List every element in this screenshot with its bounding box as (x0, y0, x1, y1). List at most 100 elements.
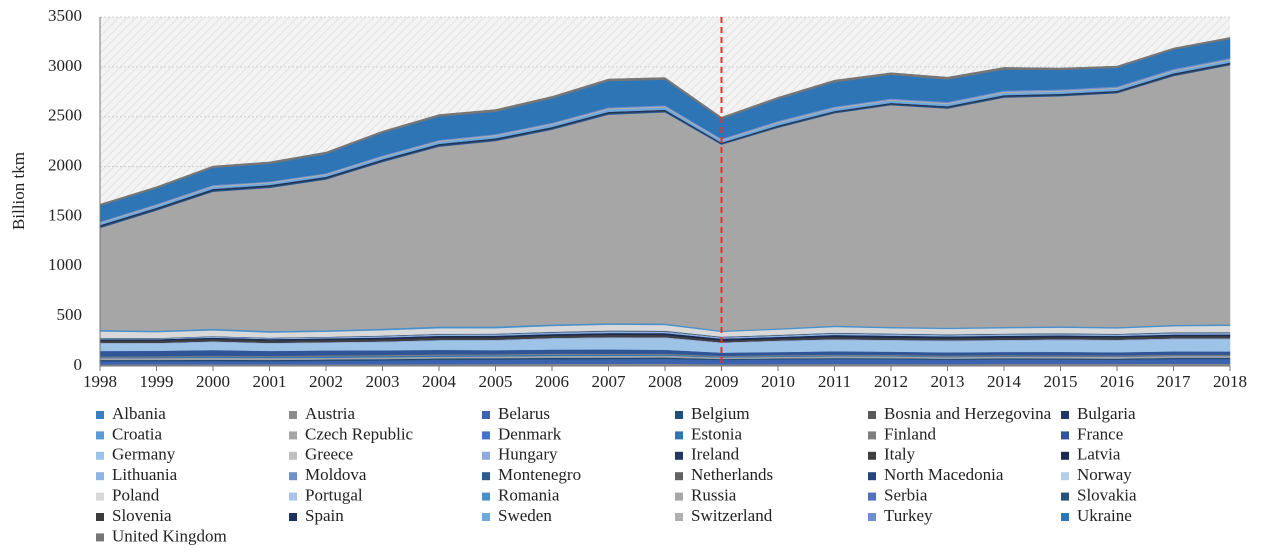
legend-label: Latvia (1077, 445, 1121, 464)
legend-swatch (96, 513, 104, 521)
legend-swatch (868, 411, 876, 419)
legend-label: Serbia (884, 486, 928, 505)
legend-label: Portugal (305, 486, 363, 505)
x-tick-label: 2001 (253, 372, 287, 391)
legend-label: Hungary (498, 445, 558, 464)
x-tick-label: 2004 (422, 372, 457, 391)
legend-swatch (1061, 513, 1069, 521)
legend-swatch (289, 492, 297, 501)
legend-label: Netherlands (691, 465, 773, 484)
y-tick-label: 500 (57, 305, 83, 324)
legend-label: Turkey (884, 506, 933, 525)
legend-label: Albania (112, 404, 166, 423)
legend-label: Belgium (691, 404, 750, 423)
x-tick-label: 1999 (140, 372, 174, 391)
legend-label: Czech Republic (305, 424, 414, 443)
x-tick-label: 2002 (309, 372, 343, 391)
legend-swatch (482, 492, 490, 501)
y-tick-label: 3500 (48, 6, 82, 25)
x-tick-label: 1998 (83, 372, 117, 391)
x-tick-label: 2003 (366, 372, 400, 391)
legend-label: Slovenia (112, 506, 172, 525)
legend-swatch (289, 472, 297, 481)
legend-label: Austria (305, 404, 356, 423)
y-axis-label: Billion tkm (9, 152, 28, 230)
legend-label: Spain (305, 506, 344, 525)
legend-label: Russia (691, 486, 737, 505)
legend-label: Norway (1077, 465, 1132, 484)
legend-swatch (675, 411, 683, 419)
y-tick-label: 1500 (48, 205, 82, 224)
legend-label: North Macedonia (884, 465, 1004, 484)
y-tick-label: 2000 (48, 155, 82, 174)
legend-label: Finland (884, 424, 936, 443)
x-tick-label: 2000 (196, 372, 230, 391)
legend-label: Montenegro (498, 465, 581, 484)
x-tick-label: 2014 (987, 372, 1022, 391)
legend-label: Ireland (691, 445, 740, 464)
x-tick-label: 2015 (1044, 372, 1078, 391)
legend-label: France (1077, 424, 1123, 443)
legend-swatch (675, 431, 683, 440)
legend-swatch (1061, 492, 1069, 501)
legend-swatch (96, 492, 104, 501)
legend-label: Moldova (305, 465, 367, 484)
y-tick-label: 0 (74, 355, 83, 374)
legend-swatch (96, 411, 104, 419)
x-tick-label: 2006 (535, 372, 569, 391)
x-tick-label: 2011 (818, 372, 851, 391)
legend-swatch (482, 451, 490, 460)
legend-swatch (1061, 472, 1069, 481)
legend-label: Ukraine (1077, 506, 1132, 525)
legend-swatch (1061, 431, 1069, 440)
legend-label: Poland (112, 486, 160, 505)
legend-swatch (868, 513, 876, 521)
x-tick-label: 2009 (705, 372, 739, 391)
legend-swatch (482, 513, 490, 521)
legend-swatch (1061, 451, 1069, 460)
x-tick-label: 2010 (761, 372, 795, 391)
x-tick-label: 2012 (874, 372, 908, 391)
legend-label: United Kingdom (112, 526, 227, 545)
legend-label: Romania (498, 486, 560, 505)
legend-swatch (289, 513, 297, 521)
legend-swatch (289, 451, 297, 460)
legend-label: Bosnia and Herzegovina (884, 404, 1052, 423)
x-tick-label: 2008 (648, 372, 682, 391)
legend-swatch (868, 472, 876, 481)
x-tick-label: 2013 (931, 372, 965, 391)
legend-label: Sweden (498, 506, 552, 525)
legend-swatch (868, 431, 876, 440)
legend-swatch (675, 492, 683, 501)
legend-swatch (96, 451, 104, 460)
legend-label: Slovakia (1077, 486, 1137, 505)
legend-label: Belarus (498, 404, 550, 423)
y-tick-label: 2500 (48, 106, 82, 125)
legend-swatch (868, 451, 876, 460)
legend-label: Lithuania (112, 465, 178, 484)
legend-label: Denmark (498, 424, 562, 443)
legend-swatch (289, 411, 297, 419)
legend-swatch (96, 431, 104, 440)
x-tick-label: 2016 (1100, 372, 1134, 391)
y-tick-label: 1000 (48, 255, 82, 274)
legend-swatch (482, 431, 490, 440)
legend-label: Greece (305, 445, 353, 464)
legend-swatch (96, 533, 104, 542)
legend-label: Switzerland (691, 506, 773, 525)
legend-swatch (1061, 411, 1069, 419)
legend-swatch (482, 411, 490, 419)
legend-swatch (675, 451, 683, 460)
area (99, 37, 1231, 207)
legend-swatch (289, 431, 297, 440)
legend-label: Italy (884, 445, 916, 464)
legend-swatch (96, 472, 104, 481)
legend-swatch (482, 472, 490, 481)
legend-label: Germany (112, 445, 176, 464)
legend-label: Estonia (691, 424, 742, 443)
legend-label: Croatia (112, 424, 162, 443)
x-tick-label: 2018 (1213, 372, 1247, 391)
x-tick-label: 2017 (1157, 372, 1192, 391)
legend-swatch (675, 513, 683, 521)
